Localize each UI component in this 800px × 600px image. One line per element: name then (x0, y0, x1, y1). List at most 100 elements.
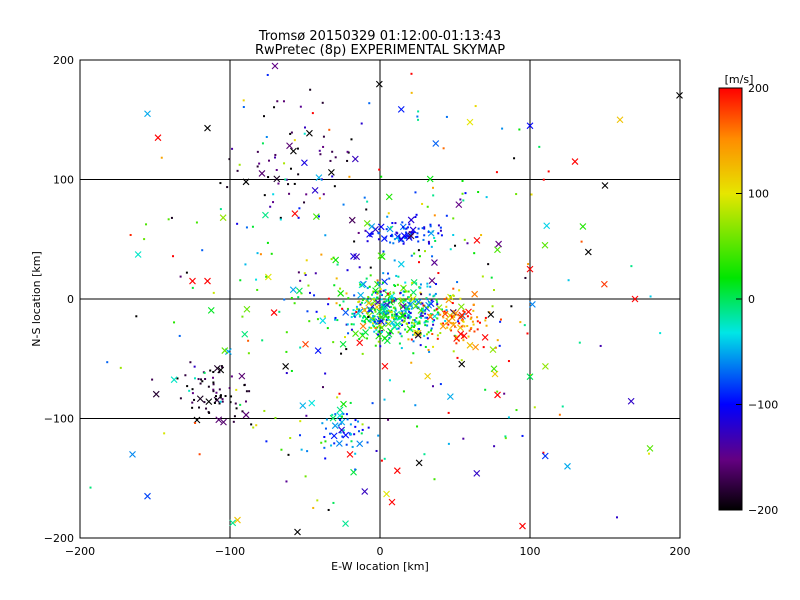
data-point-cross (221, 347, 229, 354)
data-point (268, 159, 271, 162)
data-point-cross (584, 248, 592, 256)
data-point (403, 320, 406, 323)
data-point (413, 252, 416, 255)
data-point (327, 508, 330, 511)
x-tick-label: 0 (377, 545, 384, 558)
data-point (428, 242, 431, 245)
data-point (431, 186, 434, 189)
data-point (413, 319, 416, 322)
data-point (244, 400, 247, 403)
data-point (393, 238, 396, 241)
data-point-cross (458, 360, 466, 368)
data-point-cross (372, 287, 379, 294)
data-point (345, 323, 348, 326)
data-point (439, 226, 442, 229)
data-point (459, 198, 462, 201)
data-point (414, 236, 417, 239)
data-point (414, 191, 417, 194)
data-point (423, 234, 426, 237)
data-point (397, 275, 400, 278)
data-point (359, 303, 362, 306)
data-point (447, 411, 450, 414)
data-point-cross (241, 330, 249, 338)
data-point (400, 335, 403, 338)
data-point (297, 173, 300, 176)
data-point-cross (204, 277, 211, 285)
data-point (366, 287, 369, 290)
data-point (353, 433, 356, 436)
data-point (392, 291, 395, 294)
data-point-cross (378, 313, 385, 321)
data-point (410, 254, 413, 257)
data-point (361, 319, 364, 322)
data-point (309, 88, 312, 91)
data-point (407, 314, 410, 317)
data-point (303, 132, 306, 135)
data-point (282, 100, 285, 103)
data-point (351, 445, 354, 448)
data-point (599, 344, 602, 347)
data-point (432, 295, 435, 298)
data-point-cross (362, 328, 369, 336)
colorbar: [m/s] −200 −100 0 100 200 (718, 73, 778, 517)
data-point-cross (452, 309, 460, 317)
data-point (332, 341, 335, 344)
data-point (481, 275, 484, 278)
data-point (381, 294, 384, 297)
data-point (228, 387, 231, 390)
data-point (385, 300, 388, 303)
data-point (207, 385, 210, 388)
data-point (224, 395, 227, 398)
data-point (527, 263, 530, 266)
data-point (426, 282, 429, 285)
data-point (322, 135, 325, 138)
data-point-cross (397, 260, 405, 268)
data-point (393, 318, 396, 321)
data-point (394, 222, 397, 225)
data-point (323, 446, 326, 449)
data-point (191, 406, 194, 409)
data-point (420, 314, 423, 317)
data-point-cross (331, 422, 339, 430)
data-point (318, 149, 321, 152)
data-point (331, 150, 334, 153)
data-point (278, 310, 281, 313)
data-point (361, 423, 364, 426)
data-point (299, 279, 302, 282)
data-point (290, 131, 293, 134)
data-point (374, 310, 377, 313)
data-point-cross (215, 416, 223, 424)
data-point (471, 320, 474, 323)
data-point (290, 369, 293, 372)
data-point (250, 423, 253, 426)
data-point (413, 231, 416, 234)
data-point (417, 249, 420, 252)
data-point-cross (473, 470, 481, 477)
data-point (427, 348, 430, 351)
data-point (176, 377, 179, 380)
data-point-cross (134, 251, 142, 258)
data-point (414, 215, 417, 218)
data-point (173, 321, 176, 324)
data-point (303, 272, 306, 275)
data-point (404, 314, 407, 317)
data-point-cross (342, 431, 350, 439)
data-point (366, 240, 369, 243)
data-point-cross (616, 116, 624, 124)
data-point (426, 320, 429, 323)
data-point (387, 294, 390, 297)
data-point (396, 237, 399, 240)
data-point-cross (356, 440, 364, 448)
data-point (383, 398, 386, 401)
data-point (285, 331, 288, 334)
data-point (484, 388, 487, 391)
data-point (410, 294, 413, 297)
data-point (354, 425, 357, 428)
data-point (303, 201, 306, 204)
data-point (355, 311, 358, 314)
data-point (526, 332, 529, 335)
data-point (406, 322, 409, 325)
data-point (346, 269, 349, 272)
data-point (380, 303, 383, 306)
data-point (431, 255, 434, 258)
